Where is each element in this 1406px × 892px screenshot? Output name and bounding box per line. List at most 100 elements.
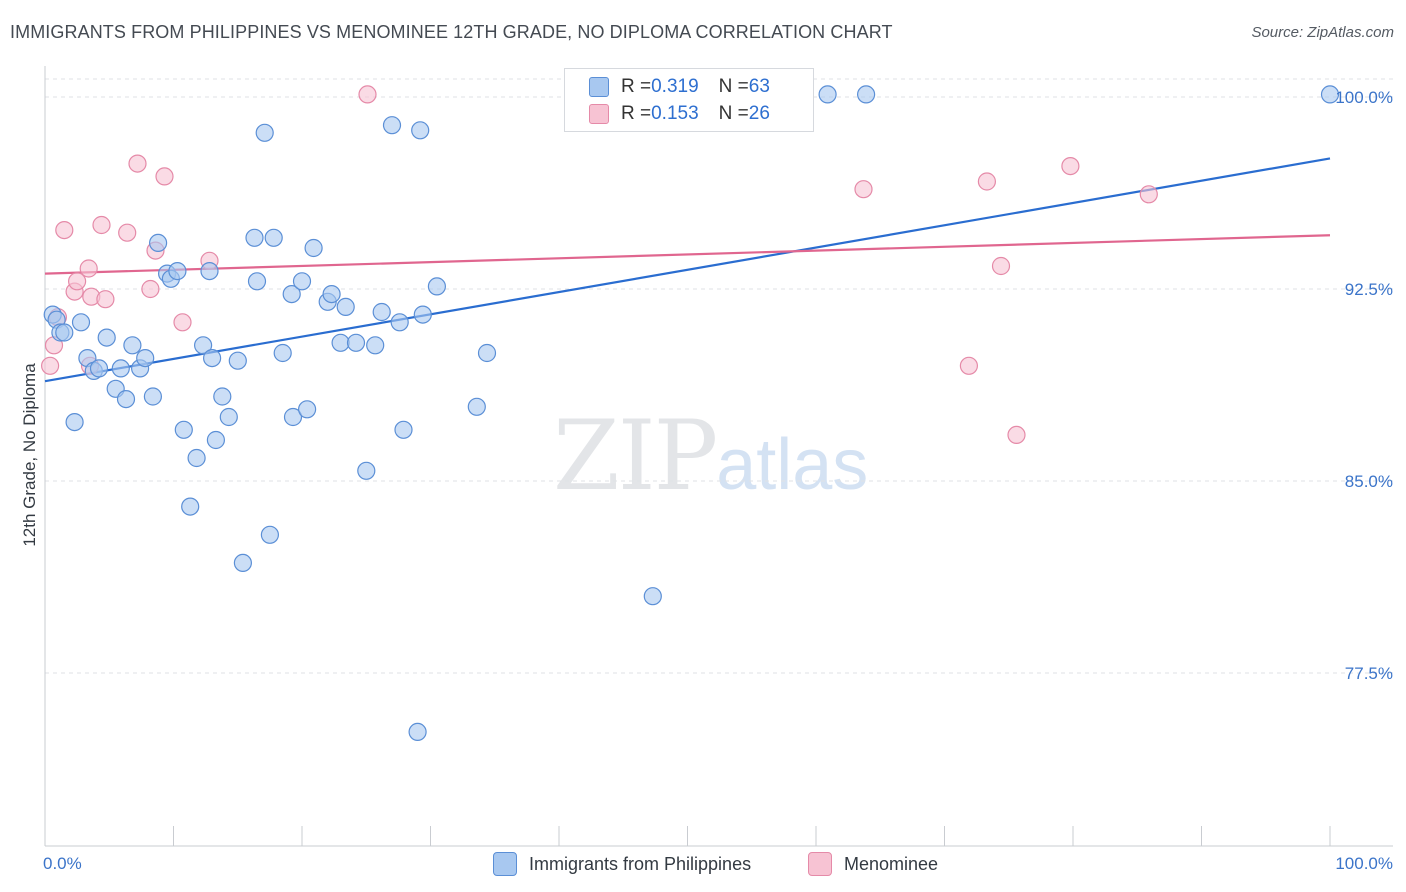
chart-title: IMMIGRANTS FROM PHILIPPINES VS MENOMINEE… — [10, 22, 893, 42]
philippines-point — [245, 228, 264, 247]
philippines-point — [228, 351, 247, 370]
philippines-point — [304, 238, 323, 258]
philippines-point — [1320, 85, 1340, 104]
philippines-point — [168, 262, 187, 281]
menominee-point — [96, 290, 115, 309]
philippines-point — [413, 305, 432, 324]
philippines-point — [233, 553, 252, 573]
philippines-point — [65, 413, 84, 432]
menominee-point — [79, 259, 98, 278]
philippines-point — [372, 302, 391, 322]
philippines-point — [273, 343, 292, 363]
legend-row-menominee: R = 0.153 N = 26 — [589, 102, 770, 126]
philippines-point — [123, 336, 142, 355]
philippines-point — [336, 297, 355, 316]
menominee-point — [977, 172, 997, 191]
y-tick-label: 77.5% — [1345, 664, 1393, 683]
philippines-point — [283, 407, 303, 427]
legend-n-value: 26 — [748, 103, 770, 124]
tick-label-layer: 77.5% 85.0% 92.5% 100.0% 0.0% 100.0% — [43, 88, 1393, 873]
menominee-point — [40, 356, 60, 375]
legend-r-label: R = — [621, 103, 652, 124]
philippines-point — [111, 359, 130, 378]
zipatlas-watermark: ZIPatlas — [553, 400, 868, 512]
philippines-point — [136, 349, 155, 368]
philippines-point — [427, 277, 446, 296]
philippines-point — [187, 448, 206, 468]
philippines-point — [411, 121, 430, 140]
series-legend-menominee: Menominee — [808, 852, 938, 876]
points-layer — [40, 85, 1340, 742]
series-legend: Immigrants from Philippines Menominee — [0, 852, 1406, 876]
philippines-point — [174, 420, 193, 439]
legend-n-value: 63 — [748, 76, 770, 97]
philippines-point — [206, 430, 225, 450]
y-tick-label: 92.5% — [1345, 280, 1393, 299]
legend-swatch-philippines — [589, 77, 609, 97]
menominee-point — [1139, 185, 1158, 204]
legend-n-label: N = — [718, 103, 749, 124]
menominee-point — [173, 313, 192, 332]
legend-swatch-menominee — [589, 104, 609, 124]
philippines-point — [247, 272, 267, 291]
philippines-point — [818, 85, 837, 104]
series-swatch-menominee — [808, 852, 832, 876]
x-tick-label: 0.0% — [43, 854, 82, 873]
philippines-point — [856, 85, 876, 104]
menominee-point — [854, 180, 873, 199]
philippines-point — [346, 333, 366, 352]
philippines-point — [213, 387, 232, 406]
y-tick-label: 85.0% — [1345, 472, 1393, 491]
philippines-point — [390, 313, 409, 332]
menominee-point — [1007, 425, 1026, 444]
trend-layer — [44, 157, 1331, 383]
legend-r-value: 0.319 — [651, 76, 699, 97]
philippines-point — [366, 336, 385, 355]
watermark-zip: ZIP — [553, 400, 718, 512]
philippines-point — [200, 262, 219, 281]
philippines-point — [282, 285, 301, 304]
legend-r-label: R = — [621, 76, 652, 97]
menominee-point — [67, 272, 87, 291]
philippines-point — [408, 722, 427, 742]
y-axis-label: 12th Grade, No Diploma — [20, 363, 39, 547]
philippines-point — [292, 272, 312, 291]
menominee-point — [141, 279, 160, 299]
philippines-point — [643, 587, 662, 606]
philippines-point — [467, 397, 486, 416]
philippines-point — [382, 116, 402, 135]
series-label-menominee: Menominee — [844, 853, 939, 874]
philippines-point — [149, 233, 168, 252]
series-swatch-philippines — [493, 852, 517, 876]
series-label-philippines: Immigrants from Philippines — [529, 853, 752, 874]
menominee-point — [55, 221, 74, 240]
philippines-point — [298, 400, 317, 419]
menominee-point — [92, 215, 111, 235]
menominee-point — [1061, 157, 1080, 176]
axis-layer — [44, 66, 1393, 847]
philippines-point — [89, 359, 109, 378]
menominee-point — [155, 167, 174, 186]
menominee-point — [959, 356, 979, 375]
philippines-point — [143, 387, 162, 406]
philippines-point — [194, 336, 213, 355]
legend-row-philippines: R = 0.319 N = 63 — [589, 75, 770, 99]
x-tick-label: 100.0% — [1335, 854, 1393, 873]
philippines-point — [477, 343, 497, 363]
menominee-point — [118, 223, 137, 242]
philippines-point — [71, 313, 91, 332]
menominee-point — [991, 256, 1011, 276]
philippines-point — [264, 228, 283, 247]
correlation-legend: R = 0.319 N = 63 R = 0.153 N = 26 — [564, 68, 814, 132]
philippines-point — [116, 390, 136, 409]
watermark-atlas: atlas — [716, 425, 869, 505]
menominee-trend-line — [44, 234, 1331, 275]
legend-r-value: 0.153 — [651, 103, 699, 124]
grid-layer — [45, 78, 1393, 674]
philippines-point — [322, 285, 341, 304]
philippines-point — [255, 123, 274, 142]
menominee-point — [128, 154, 147, 173]
philippines-point — [394, 420, 413, 439]
philippines-point — [97, 328, 116, 347]
